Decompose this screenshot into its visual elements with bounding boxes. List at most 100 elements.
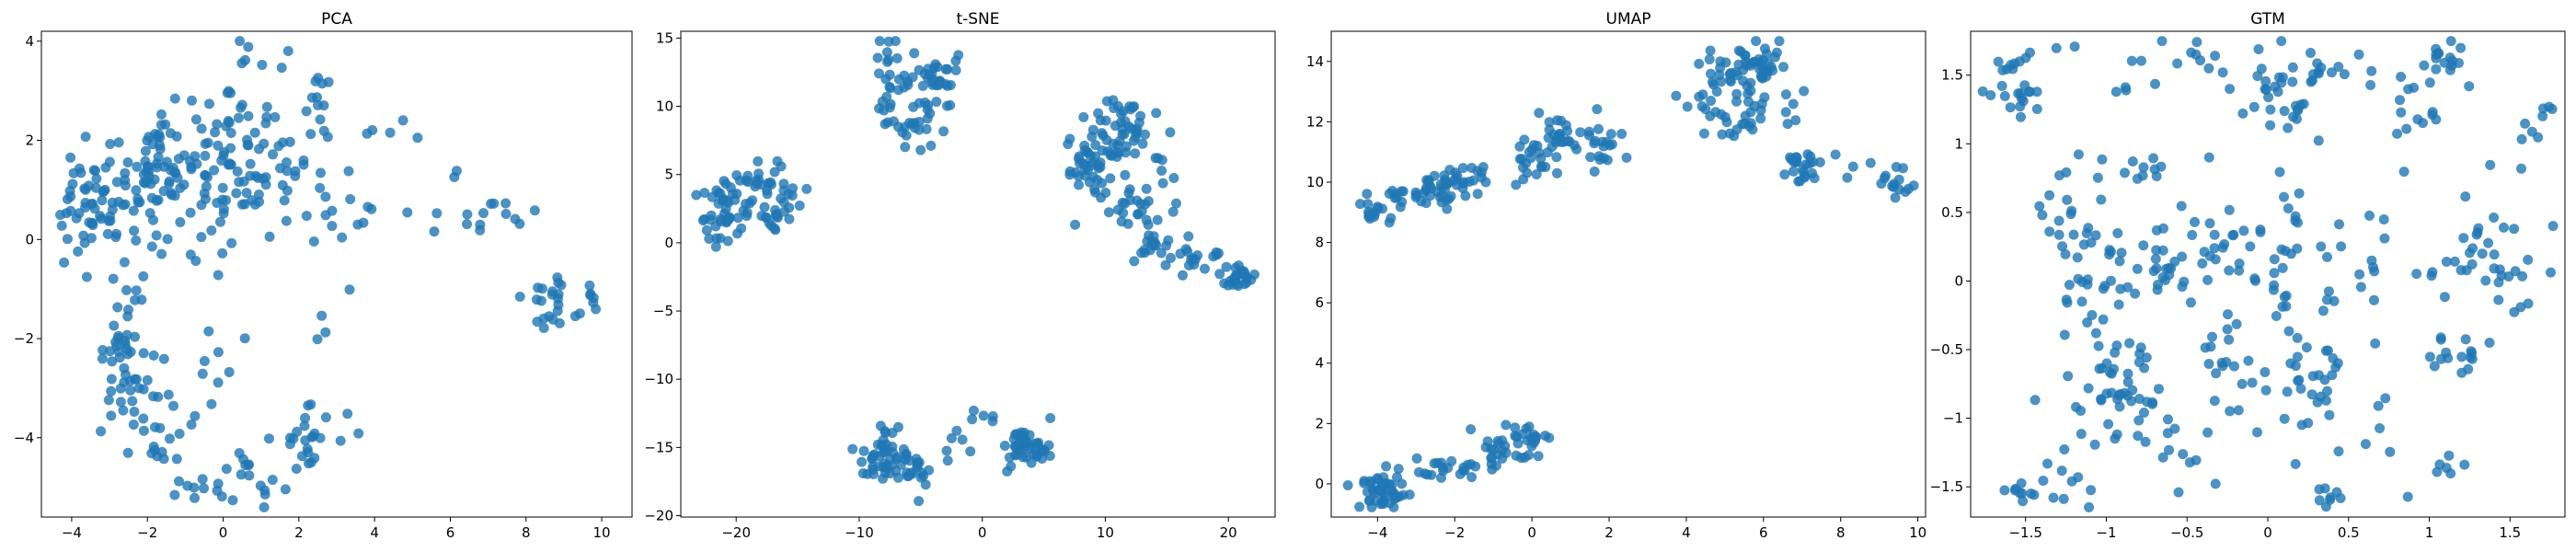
data-point	[2217, 67, 2228, 78]
data-point	[397, 115, 408, 126]
data-point	[1497, 445, 1508, 456]
data-point	[2098, 314, 2109, 325]
data-point	[1129, 256, 1140, 267]
data-point	[1120, 169, 1131, 180]
data-point	[1385, 498, 1396, 509]
data-point	[1511, 450, 1522, 461]
data-point	[1095, 162, 1106, 173]
data-point	[2069, 41, 2080, 52]
data-point	[926, 140, 937, 151]
data-point	[236, 58, 247, 69]
data-point	[2323, 286, 2334, 297]
data-point	[2375, 423, 2386, 433]
data-point	[202, 137, 213, 148]
data-point	[212, 198, 223, 208]
data-point	[2053, 215, 2064, 226]
data-point	[2237, 378, 2248, 389]
y-tick-label: 2	[1315, 415, 1324, 431]
data-point	[2429, 361, 2440, 372]
data-point	[2164, 270, 2175, 281]
data-point	[169, 93, 180, 104]
data-point	[1891, 162, 1902, 172]
data-point	[1362, 189, 1373, 200]
data-point	[158, 353, 169, 364]
data-point	[2044, 190, 2055, 201]
data-point	[231, 188, 242, 199]
data-point	[431, 208, 443, 219]
data-point	[2523, 254, 2534, 265]
data-point	[2135, 342, 2146, 353]
data-point	[2493, 294, 2504, 305]
data-point	[742, 207, 753, 218]
data-point	[801, 183, 812, 194]
x-tick-label: 0	[219, 524, 228, 541]
data-point	[2370, 338, 2381, 349]
data-point	[105, 215, 116, 226]
data-point	[291, 464, 302, 474]
data-point	[2061, 294, 2072, 305]
data-point	[1705, 45, 1716, 56]
data-point	[2464, 81, 2475, 92]
data-point	[2224, 334, 2235, 345]
data-point	[2281, 290, 2292, 301]
data-point	[2110, 86, 2122, 98]
y-tick-label: −1	[1943, 410, 1963, 427]
data-point	[2116, 247, 2127, 259]
data-point	[225, 128, 236, 138]
data-point	[156, 248, 167, 259]
data-point	[462, 219, 472, 230]
data-point	[119, 362, 130, 374]
data-point	[88, 165, 99, 176]
y-tick-label: −2	[14, 330, 34, 347]
data-point	[196, 123, 207, 134]
data-point	[312, 92, 323, 103]
data-point	[2029, 489, 2040, 500]
data-point	[2137, 170, 2148, 181]
data-point	[725, 213, 735, 224]
y-tick-label: 1.5	[1941, 67, 1963, 84]
data-point	[142, 161, 153, 172]
data-point	[942, 80, 953, 91]
data-point	[1486, 443, 1497, 454]
data-point	[1616, 129, 1627, 139]
data-point	[2114, 401, 2125, 412]
y-tick-label: 0	[1954, 272, 1963, 289]
y-tick-label: 4	[1315, 355, 1324, 372]
data-point	[2058, 493, 2069, 504]
data-point	[138, 413, 149, 424]
panel-title: GTM	[2250, 10, 2285, 29]
data-point	[2290, 100, 2301, 111]
data-point	[213, 270, 224, 281]
data-point	[2537, 110, 2548, 121]
x-tick-label: 0	[1527, 524, 1536, 541]
data-point	[1755, 113, 1766, 124]
data-point	[1590, 135, 1601, 146]
data-point	[1160, 259, 1171, 270]
data-point	[299, 420, 310, 431]
data-point	[55, 210, 65, 220]
y-tick-label: 1	[1954, 135, 1963, 152]
data-point	[185, 249, 196, 260]
data-point	[1396, 186, 1407, 197]
data-point	[2141, 352, 2152, 363]
data-point	[162, 234, 173, 245]
data-point	[243, 41, 254, 52]
data-point	[2489, 249, 2500, 260]
data-point	[2177, 251, 2188, 262]
data-point	[978, 410, 989, 421]
data-point	[1778, 62, 1788, 73]
data-point	[1560, 120, 1571, 131]
data-point	[199, 356, 210, 366]
data-point	[2037, 210, 2048, 221]
data-point	[1214, 269, 1225, 280]
data-point	[257, 60, 268, 70]
data-point	[2150, 78, 2160, 89]
data-point	[152, 451, 163, 462]
data-point	[1148, 240, 1159, 251]
data-point	[2547, 221, 2559, 232]
data-point	[907, 72, 918, 83]
data-point	[171, 454, 182, 465]
data-point	[2151, 171, 2162, 181]
data-point	[233, 112, 244, 123]
